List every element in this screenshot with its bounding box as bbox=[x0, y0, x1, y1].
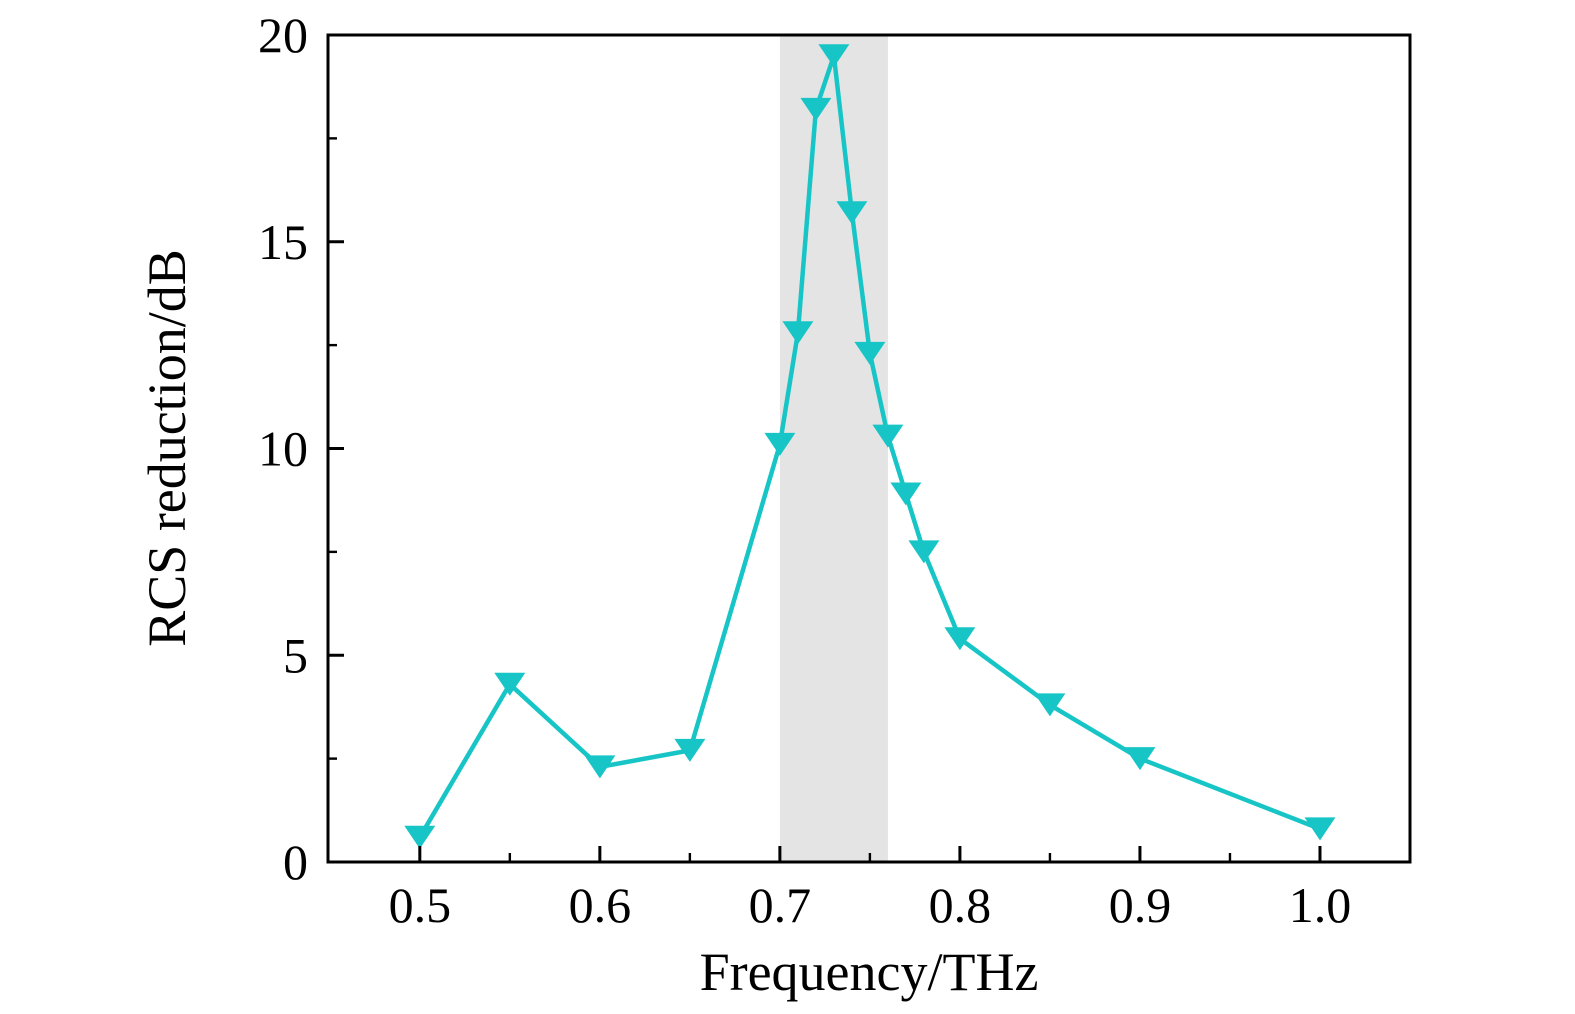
data-point-marker bbox=[494, 672, 526, 696]
data-point-marker bbox=[854, 341, 886, 365]
data-point-marker bbox=[584, 755, 616, 779]
tick-label-layer: 0.5 0.6 0.7 0.8 0.9 1.0 0 5 10 15 20 bbox=[258, 7, 1351, 933]
data-point-marker bbox=[1034, 693, 1066, 717]
y-tick-label: 15 bbox=[258, 214, 308, 270]
data-series-layer bbox=[404, 44, 1336, 849]
tick-layer bbox=[328, 33, 1322, 864]
data-point-marker bbox=[944, 627, 976, 651]
data-point-marker bbox=[836, 201, 868, 225]
x-tick-label: 0.9 bbox=[1109, 877, 1172, 933]
y-tick-label: 5 bbox=[283, 627, 308, 683]
data-point-marker bbox=[404, 825, 436, 849]
data-point-marker bbox=[872, 424, 904, 448]
x-tick-label: 0.5 bbox=[389, 877, 452, 933]
highlight-band-layer bbox=[779, 36, 888, 861]
y-tick-label: 0 bbox=[283, 834, 308, 890]
y-axis-label: RCS reduction/dB bbox=[137, 249, 197, 647]
y-tick-label: 10 bbox=[258, 421, 308, 477]
y-tick-label: 20 bbox=[258, 7, 308, 63]
data-point-marker bbox=[908, 540, 940, 564]
data-point-marker bbox=[782, 321, 814, 345]
highlight-band bbox=[779, 36, 888, 861]
data-point-marker bbox=[890, 482, 922, 506]
x-tick-label: 0.8 bbox=[929, 877, 992, 933]
data-point-marker bbox=[1124, 747, 1156, 771]
data-point-marker bbox=[1304, 817, 1336, 841]
x-tick-label: 0.7 bbox=[749, 877, 812, 933]
x-axis-label: Frequency/THz bbox=[700, 942, 1039, 1002]
data-point-marker bbox=[764, 432, 796, 456]
data-point-marker bbox=[818, 44, 850, 68]
data-point-marker bbox=[800, 97, 832, 121]
x-tick-label: 0.6 bbox=[569, 877, 632, 933]
data-point-marker bbox=[674, 738, 706, 762]
x-tick-label: 1.0 bbox=[1289, 877, 1352, 933]
